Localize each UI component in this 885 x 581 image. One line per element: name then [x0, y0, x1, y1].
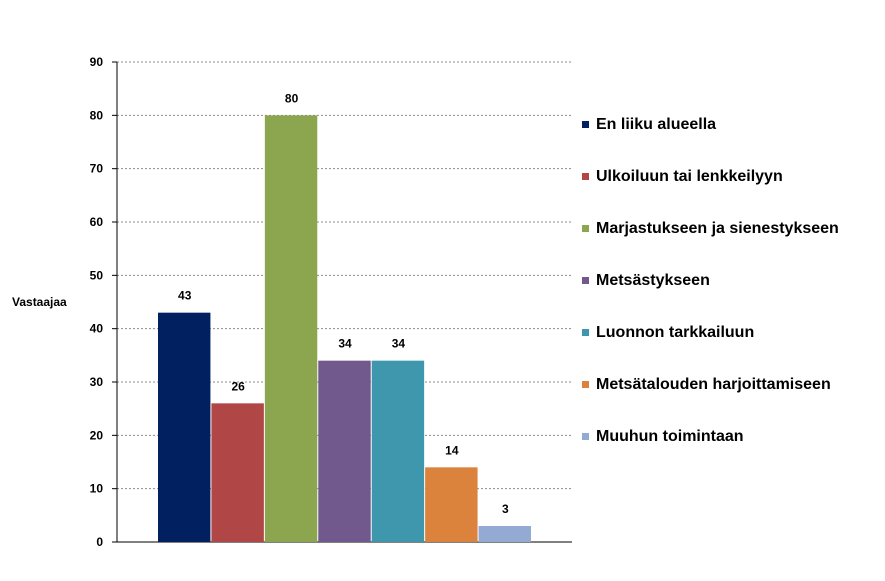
legend-swatch [582, 225, 589, 232]
legend-label: Ulkoiluun tai lenkkeilyyn [596, 168, 783, 185]
data-labels: 43 26 80 34 34 14 3 [178, 91, 509, 516]
y-axis-label: Vastaajaa [12, 295, 67, 309]
legend-swatch [582, 433, 589, 440]
legend-swatch [582, 173, 589, 180]
bars [158, 115, 531, 542]
legend-label: Metsästykseen [596, 272, 710, 289]
data-label: 34 [392, 337, 406, 351]
bar [211, 403, 264, 542]
data-label: 3 [502, 502, 509, 516]
legend-swatch [582, 329, 589, 336]
legend-item: En liiku alueella [582, 114, 881, 135]
legend-item: Metsätalouden harjoittamiseen [582, 374, 881, 395]
y-tick-label: 0 [96, 535, 103, 549]
data-label: 14 [445, 443, 459, 457]
bar [264, 115, 318, 542]
legend-label: Marjastukseen ja sienestykseen [596, 220, 839, 237]
data-label: 80 [285, 91, 299, 105]
y-tick-label: 40 [90, 322, 104, 336]
y-tick-label: 50 [90, 268, 104, 282]
legend-swatch [582, 277, 589, 284]
legend-item: Luonnon tarkkailuun [582, 322, 881, 343]
legend-swatch [582, 381, 589, 388]
y-tick-label: 10 [90, 482, 104, 496]
legend-label: Muuhun toimintaan [596, 428, 744, 445]
bar [371, 360, 425, 542]
y-tick-label: 30 [90, 375, 104, 389]
legend-swatch [582, 121, 589, 128]
legend-item: Marjastukseen ja sienestykseen [582, 218, 881, 239]
data-label: 43 [178, 289, 192, 303]
bar [478, 526, 531, 542]
data-label: 34 [338, 337, 352, 351]
data-label: 26 [231, 379, 245, 393]
y-tick-label: 20 [90, 428, 104, 442]
legend-item: Muuhun toimintaan [582, 426, 881, 447]
bar [318, 360, 371, 542]
legend-item: Ulkoiluun tai lenkkeilyyn [582, 166, 881, 187]
y-tick-label: 80 [90, 108, 104, 122]
y-tick-label: 70 [90, 162, 104, 176]
bar [425, 467, 478, 542]
y-tick-label: 60 [90, 215, 104, 229]
legend-label: En liiku alueella [596, 116, 717, 133]
y-tick-label: 90 [90, 55, 104, 69]
legend-item: Metsästykseen [582, 270, 881, 291]
legend-label: Metsätalouden harjoittamiseen [596, 376, 831, 393]
bar [158, 312, 211, 542]
legend-label: Luonnon tarkkailuun [596, 324, 755, 341]
